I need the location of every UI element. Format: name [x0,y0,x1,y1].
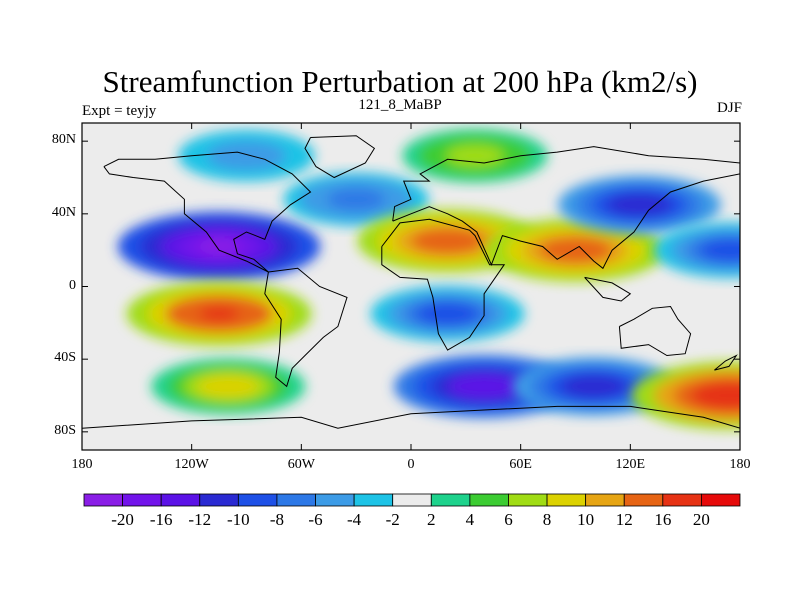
x-tick-label: 60W [287,457,315,472]
case-label: 121_8_MaBP [358,97,442,113]
x-tick-label: 60E [509,457,532,472]
colorbar-swatch [392,493,432,507]
colorbar-tick-label: -2 [385,510,400,529]
colorbar-swatch [122,493,162,507]
contour-field [117,128,740,430]
x-tick-label: 180 [71,457,93,472]
colorbar-tick-label: 10 [577,510,595,529]
field-anomaly-12 [631,361,740,430]
coastline-2 [264,267,348,388]
colorbar-tick-label: -8 [269,510,285,529]
colorbar-tick-label: 12 [615,510,633,529]
colorbar-swatch [276,493,316,507]
colorbar-swatch [199,493,239,507]
field-anomaly-10 [393,354,575,419]
chart-title: Streamfunction Perturbation at 200 hPa (… [102,64,698,99]
colorbar-swatch [469,493,509,507]
colorbar-swatch [701,493,741,507]
colorbar-swatch [353,493,394,507]
axis-ticks [81,123,741,450]
coastline-1 [304,135,376,179]
colorbar-tick-label: 20 [692,510,710,529]
colorbar-tick-label: 4 [465,510,475,529]
field-anomaly-4 [283,172,429,227]
colorbar [83,493,741,507]
colorbar-tick-label: 2 [427,510,436,529]
colorbar-swatch [623,493,664,507]
colorbar-tick-label: 16 [654,510,672,529]
coastline-0 [103,151,312,273]
x-tick-label: 120E [615,457,646,472]
coastline-7 [714,354,738,371]
continent-outlines [82,135,740,429]
y-tick-label: 80N [51,132,76,148]
coastline-8 [82,405,740,429]
x-tick-label: 0 [407,457,415,472]
coastline-5 [584,276,632,302]
colorbar-swatch [237,493,278,507]
colorbar-swatch [508,493,548,507]
field-anomaly-5 [402,128,548,183]
x-tick-label: 180 [729,457,751,472]
colorbar-tick-label: -16 [149,510,173,529]
coastline-4 [392,146,740,270]
colorbar-swatch [430,493,471,507]
y-tick-label: 0 [69,277,76,293]
y-tick-label: 40S [54,350,76,366]
colorbar-tick-label: -12 [188,510,212,529]
coastline-3 [381,218,506,351]
experiment-label: Expt = teyjy [82,103,157,119]
season-label: DJF [716,100,742,116]
field-anomaly-8 [558,175,721,234]
colorbar-swatch [662,493,702,507]
colorbar-swatch [83,493,123,507]
colorbar-tick-label: 6 [504,510,513,529]
x-tick-label: 120W [174,457,209,472]
colorbar-swatch [315,493,355,507]
colorbar-tick-label: -4 [347,510,362,529]
y-tick-label: 80S [54,422,76,438]
y-tick-label: 40N [51,204,76,220]
field-anomaly-3 [178,130,315,182]
colorbar-swatch [546,493,587,507]
colorbar-tick-label: 8 [542,510,552,529]
colorbar-swatch [160,493,201,507]
field-anomaly-13 [653,222,740,279]
field-anomaly-7 [485,218,666,282]
field-anomaly-9 [370,285,525,342]
field-anomaly-1 [126,281,312,346]
field-anomaly-0 [117,211,321,282]
colorbar-tick-label: -6 [308,510,323,529]
colorbar-tick-label: -20 [111,510,134,529]
colorbar-swatch [585,493,625,507]
coastline-6 [618,305,692,357]
field-anomaly-2 [151,358,306,415]
colorbar-tick-label: -10 [227,510,250,529]
